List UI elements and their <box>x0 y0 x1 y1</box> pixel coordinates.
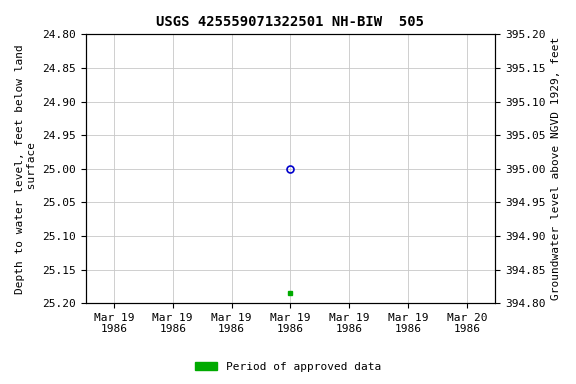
Legend: Period of approved data: Period of approved data <box>191 358 385 377</box>
Y-axis label: Depth to water level, feet below land
 surface: Depth to water level, feet below land su… <box>15 44 37 294</box>
Y-axis label: Groundwater level above NGVD 1929, feet: Groundwater level above NGVD 1929, feet <box>551 37 561 300</box>
Title: USGS 425559071322501 NH-BIW  505: USGS 425559071322501 NH-BIW 505 <box>157 15 425 29</box>
